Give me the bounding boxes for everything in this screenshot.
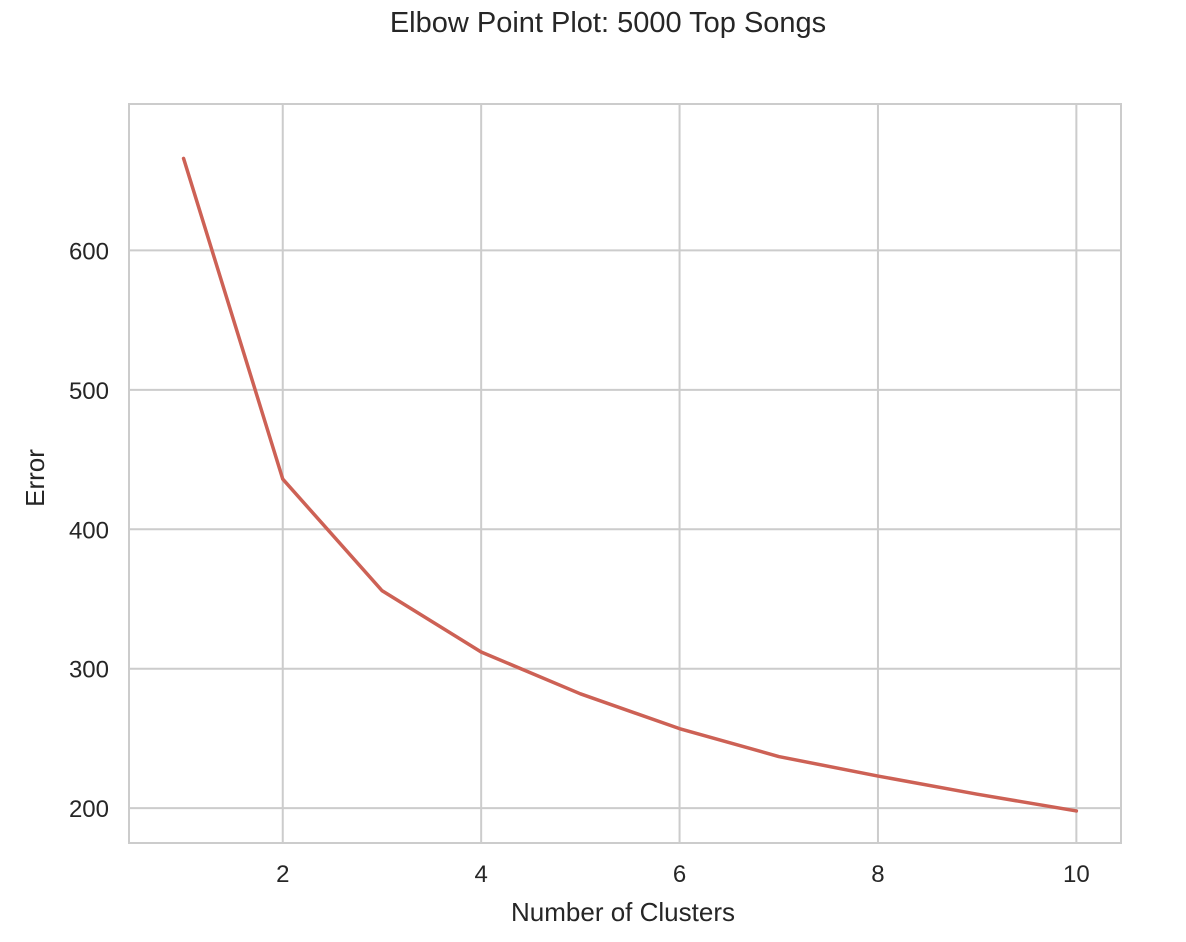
y-gridlines <box>129 249 1121 810</box>
series-layer <box>181 156 1079 813</box>
y-axis-label: Error <box>20 449 50 507</box>
y-tick-label: 500 <box>69 378 109 405</box>
x-tick-label: 2 <box>276 861 289 888</box>
y-tick-label: 600 <box>69 238 109 265</box>
x-gridlines <box>281 104 1078 843</box>
y-tick-label: 300 <box>69 657 109 684</box>
series-line <box>181 156 1079 813</box>
x-axis-label: Number of Clusters <box>511 897 735 927</box>
x-tick-label: 4 <box>474 861 487 888</box>
plot-area-frame <box>128 103 1122 844</box>
x-tick-labels: 2 4 6 8 10 <box>276 861 1090 888</box>
y-tick-labels: 200 300 400 500 600 <box>69 238 109 823</box>
y-tick-label: 400 <box>69 517 109 544</box>
x-tick-label: 10 <box>1063 861 1090 888</box>
x-tick-label: 6 <box>673 861 686 888</box>
chart-title: Elbow Point Plot: 5000 Top Songs <box>390 7 826 39</box>
x-tick-label: 8 <box>871 861 884 888</box>
y-tick-label: 200 <box>69 796 109 823</box>
